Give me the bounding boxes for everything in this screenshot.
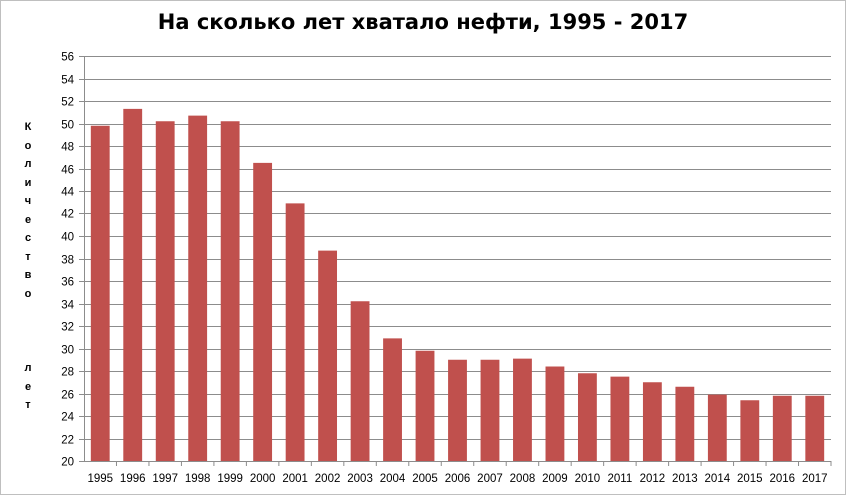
y-tick-label: 24 (61, 412, 74, 424)
y-axis-label-char: е (24, 213, 32, 226)
bar (707, 394, 727, 462)
x-tick-label: 2004 (380, 473, 406, 485)
x-tick-label: 2007 (477, 473, 503, 485)
y-axis-label-char: с (24, 232, 32, 244)
y-tick-label: 54 (61, 75, 74, 87)
y-tick-label: 56 (61, 52, 74, 64)
x-tick-label: 2008 (510, 473, 536, 485)
bar (253, 162, 273, 462)
y-axis-label-char: о (24, 287, 32, 300)
x-tick-label: 2009 (542, 473, 568, 485)
bar (577, 373, 597, 461)
bar (90, 125, 110, 461)
bar (188, 115, 208, 462)
y-axis-label-char: л (24, 362, 32, 374)
y-axis-label-char: т (25, 250, 31, 263)
bar (285, 203, 305, 462)
y-axis-label-char: е (24, 380, 32, 393)
bar (513, 358, 532, 462)
bar (545, 366, 565, 461)
bar (155, 121, 175, 461)
x-tick-label: 2011 (608, 473, 633, 485)
y-axis-label-char: ч (24, 195, 32, 207)
y-tick-label: 38 (61, 255, 74, 267)
x-tick-label: 2003 (347, 473, 373, 485)
x-tick-label: 1999 (217, 473, 243, 485)
x-tick-label: 1998 (185, 473, 211, 485)
x-tick-label: 2005 (412, 473, 438, 485)
bar (805, 395, 825, 461)
x-tick-label: 1997 (152, 473, 178, 485)
bar (642, 382, 662, 461)
x-tick-label: 2002 (315, 473, 341, 485)
x-tick-label: 1996 (120, 473, 146, 485)
y-tick-label: 42 (61, 209, 74, 221)
y-axis-label-char: в (24, 269, 32, 281)
bar (740, 400, 760, 461)
y-tick-label: 26 (61, 390, 74, 402)
x-tick-label: 1995 (87, 473, 113, 485)
x-tick-label: 2016 (769, 473, 795, 485)
bar (220, 121, 240, 461)
y-axis-label-char: л (24, 158, 32, 170)
bar (448, 359, 467, 461)
x-tick-label: 2013 (672, 473, 698, 485)
bar (480, 359, 500, 461)
x-tick-label: 2012 (640, 473, 666, 485)
y-tick-label: 22 (61, 435, 74, 447)
bar (610, 376, 630, 462)
y-tick-label: 34 (61, 300, 74, 312)
y-tick-label: 28 (61, 367, 74, 379)
x-tick-label: 2006 (445, 473, 471, 485)
bar (772, 395, 792, 461)
y-tick-label: 30 (61, 345, 74, 357)
y-tick-label: 44 (61, 187, 74, 199)
x-tick-label: 2001 (282, 473, 308, 485)
y-tick-label: 20 (61, 457, 74, 469)
bar (383, 338, 402, 462)
y-axis-label-char: К (24, 121, 32, 133)
y-tick-label: 48 (61, 142, 74, 154)
y-tick-label: 46 (61, 165, 74, 177)
y-tick-label: 52 (61, 97, 74, 109)
x-tick-label: 2000 (250, 473, 276, 485)
y-axis-label-char: и (24, 176, 32, 189)
x-tick-label: 2017 (802, 473, 828, 485)
y-axis-label-char: о (24, 139, 32, 152)
bar (675, 386, 695, 461)
x-tick-label: 2014 (705, 473, 731, 485)
bar (415, 350, 435, 461)
y-tick-label: 36 (61, 277, 74, 289)
bar (123, 108, 143, 461)
bar (318, 250, 338, 461)
x-tick-label: 2010 (575, 473, 601, 485)
chart-title: На сколько лет хватало нефти, 1995 - 201… (157, 10, 689, 34)
y-tick-label: 50 (61, 120, 74, 132)
y-tick-label: 32 (61, 322, 74, 334)
y-axis-label-char: т (25, 399, 31, 411)
y-tick-label: 40 (61, 232, 74, 244)
bar (350, 301, 370, 461)
x-tick-label: 2015 (737, 473, 763, 485)
